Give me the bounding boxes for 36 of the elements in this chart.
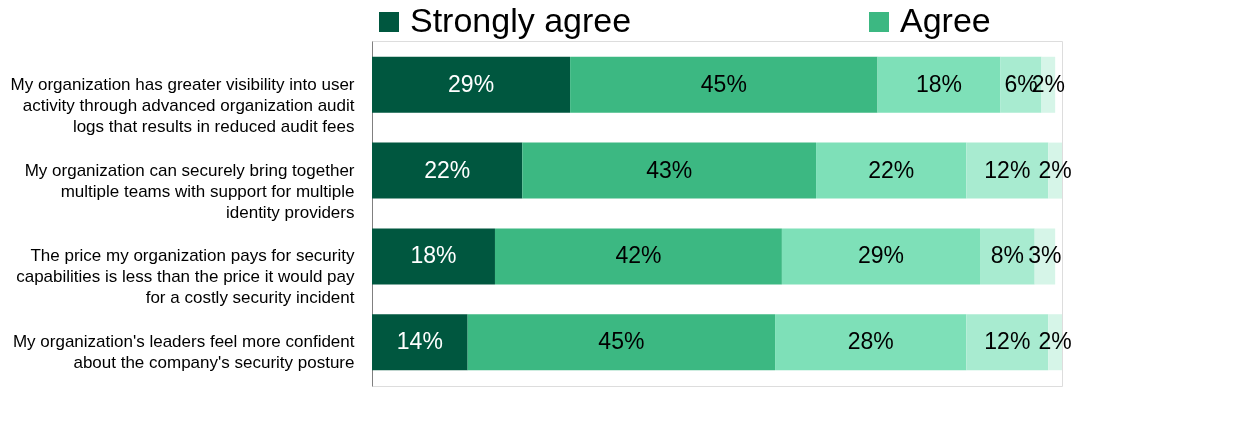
data-label: 12% (984, 328, 1031, 355)
data-label: 2% (1038, 328, 1072, 355)
y-tick-label: My organization has greater visibility into user activity through advanced organization audit logs that results in reduced audit fees (10, 74, 355, 136)
bar (372, 228, 495, 285)
data-label: 2% (1038, 156, 1072, 183)
data-label: 42% (615, 242, 662, 269)
bar (570, 56, 878, 113)
legend-label: Strongly agree (410, 1, 632, 39)
bar (781, 228, 981, 285)
legend-label: Agree (900, 1, 991, 39)
data-label: 28% (847, 328, 894, 355)
data-label: 29% (857, 242, 904, 269)
bar (372, 142, 523, 199)
y-tick-label: My organization's leaders feel more confident about the company's security posture (12, 332, 355, 373)
data-label: 29% (448, 70, 495, 97)
bar (494, 228, 782, 285)
data-label: 45% (700, 70, 747, 97)
data-label: 8% (990, 242, 1024, 269)
bar (522, 142, 817, 199)
bar (877, 56, 1001, 113)
bar (372, 314, 468, 371)
data-label: 14% (396, 328, 443, 355)
data-label: 3% (1028, 242, 1062, 269)
bar (372, 56, 571, 113)
data-label: 45% (598, 328, 645, 355)
y-tick-label: The price my organization pays for security capabilities is less than the price it would pay for a costly security incident (16, 246, 355, 308)
data-label: 18% (410, 242, 457, 269)
bar (775, 314, 967, 371)
data-label: 22% (868, 156, 915, 183)
data-label: 43% (646, 156, 693, 183)
y-tick-label: My organization can securely bring together multiple teams with support for multiple identity providers (24, 160, 355, 222)
bar (816, 142, 967, 199)
data-label: 12% (984, 156, 1031, 183)
bar (467, 314, 776, 371)
data-label: 18% (916, 70, 963, 97)
data-label: 22% (424, 156, 471, 183)
